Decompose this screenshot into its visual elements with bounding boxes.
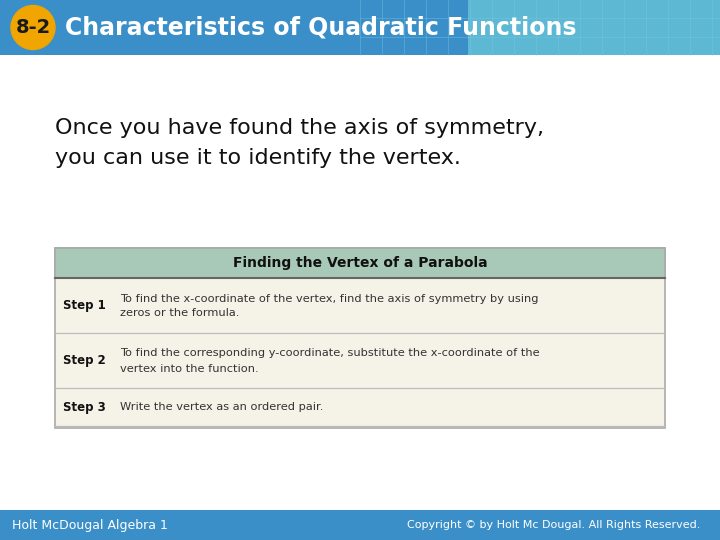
- Text: you can use it to identify the vertex.: you can use it to identify the vertex.: [55, 148, 461, 168]
- Text: Step 2: Step 2: [63, 354, 106, 367]
- Text: zeros or the formula.: zeros or the formula.: [120, 308, 239, 319]
- Text: Step 1: Step 1: [63, 299, 106, 312]
- Text: Holt McDougal Algebra 1: Holt McDougal Algebra 1: [12, 518, 168, 531]
- Bar: [0, 0, 468, 55]
- Text: To find the x-coordinate of the vertex, find the axis of symmetry by using: To find the x-coordinate of the vertex, …: [120, 294, 539, 303]
- Bar: [55, 248, 665, 278]
- Text: Once you have found the axis of symmetry,: Once you have found the axis of symmetry…: [55, 118, 544, 138]
- Text: To find the corresponding y-coordinate, substitute the x-coordinate of the: To find the corresponding y-coordinate, …: [120, 348, 539, 359]
- Text: Characteristics of Quadratic Functions: Characteristics of Quadratic Functions: [65, 16, 577, 39]
- Circle shape: [11, 5, 55, 50]
- Text: Write the vertex as an ordered pair.: Write the vertex as an ordered pair.: [120, 402, 323, 412]
- Text: vertex into the function.: vertex into the function.: [120, 363, 258, 374]
- Text: 8-2: 8-2: [15, 18, 50, 37]
- Bar: [468, 0, 720, 55]
- Bar: [0, 510, 720, 540]
- Text: Finding the Vertex of a Parabola: Finding the Vertex of a Parabola: [233, 256, 487, 270]
- Bar: [55, 248, 665, 428]
- Text: Copyright © by Holt Mc Dougal. All Rights Reserved.: Copyright © by Holt Mc Dougal. All Right…: [407, 520, 700, 530]
- Text: Step 3: Step 3: [63, 401, 106, 414]
